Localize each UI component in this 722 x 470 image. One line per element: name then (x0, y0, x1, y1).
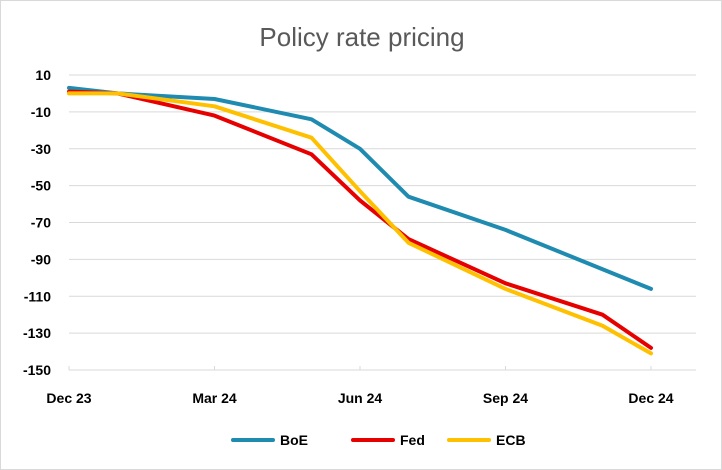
x-tick-label: Jun 24 (338, 390, 383, 406)
x-tick-label: Dec 23 (46, 390, 91, 406)
series-lines (67, 85, 653, 356)
x-tick-label: Dec 24 (628, 390, 673, 406)
y-tick-label: -130 (23, 325, 51, 341)
y-tick-label: -70 (31, 215, 51, 231)
series-line-ecb (67, 91, 653, 356)
y-tick-label: -90 (31, 251, 51, 267)
x-tick-label: Sep 24 (483, 390, 528, 406)
y-tick-label: -10 (31, 104, 51, 120)
legend-label-ecb: ECB (496, 432, 526, 448)
y-tick-label: -110 (24, 288, 51, 304)
x-tick-label: Mar 24 (192, 390, 237, 406)
y-tick-label: 10 (35, 67, 51, 83)
y-axis-ticks: 10 -10 -30 -50 -70 -90 -110 -130 -150 (23, 67, 51, 378)
y-tick-label: -50 (31, 178, 51, 194)
legend: BoE Fed ECB (231, 432, 526, 448)
chart-title: Policy rate pricing (259, 22, 464, 52)
legend-label-fed: Fed (400, 432, 425, 448)
y-tick-label: -150 (23, 362, 51, 378)
legend-label-boe: BoE (280, 432, 308, 448)
series-line-fed (67, 89, 653, 350)
y-tick-label: -30 (31, 141, 51, 157)
x-axis: Dec 23 Mar 24 Jun 24 Sep 24 Dec 24 (46, 366, 696, 406)
